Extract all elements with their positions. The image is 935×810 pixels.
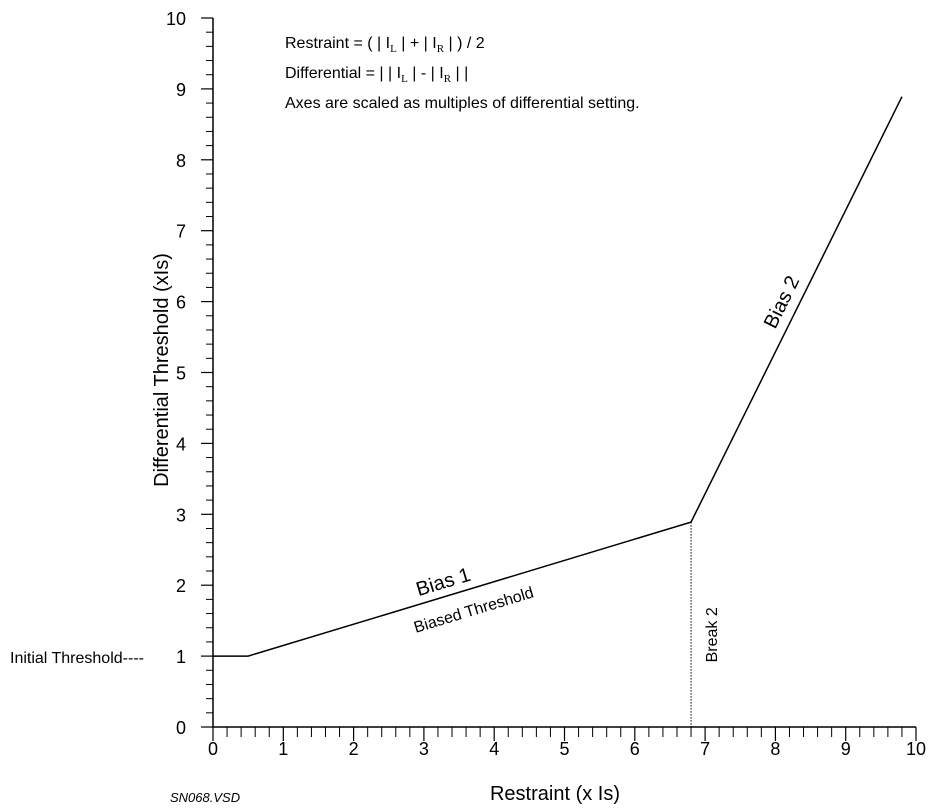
y-tick-label: 5 — [176, 364, 186, 384]
break2-label: Break 2 — [704, 607, 721, 662]
x-tick-label: 9 — [841, 739, 851, 759]
formula-line: Restraint = ( | IL | + | IR | ) / 2 — [285, 35, 485, 55]
x-tick-label: 5 — [559, 739, 569, 759]
x-tick-label: 6 — [630, 739, 640, 759]
subscript: L — [401, 73, 408, 85]
y-tick-label: 4 — [176, 434, 186, 454]
formula-text: | ) / 2 — [444, 35, 485, 52]
x-tick-label: 2 — [349, 739, 359, 759]
y-tick-label: 6 — [176, 293, 186, 313]
y-tick-label: 1 — [176, 647, 186, 667]
formula-text: | - | I — [408, 65, 444, 82]
bias1-label: Bias 1 — [414, 564, 474, 601]
initial-threshold-label: Initial Threshold---- — [10, 650, 144, 667]
y-tick-label: 3 — [176, 505, 186, 525]
bias2-label: Bias 2 — [760, 273, 804, 333]
subscript: R — [437, 43, 445, 55]
x-axis-title: Restraint (x Is) — [490, 783, 620, 805]
formula-text: | | — [451, 65, 468, 82]
x-tick-label: 1 — [278, 739, 288, 759]
formula-text: | + | I — [397, 35, 437, 52]
subscript: L — [390, 43, 397, 55]
x-tick-label: 8 — [770, 739, 780, 759]
x-tick-label: 3 — [419, 739, 429, 759]
y-tick-label: 0 — [176, 718, 186, 738]
x-tick-label: 4 — [489, 739, 499, 759]
formula-text: Differential = | | I — [285, 65, 401, 82]
threshold-line — [213, 96, 903, 657]
y-tick-label: 7 — [176, 222, 186, 242]
subscript: R — [444, 73, 452, 85]
formula-line: Axes are scaled as multiples of differen… — [285, 95, 640, 112]
file-label: SN068.VSD — [170, 790, 240, 805]
x-tick-label: 10 — [906, 739, 926, 759]
y-tick-label: 10 — [166, 9, 186, 29]
y-tick-label: 8 — [176, 151, 186, 171]
y-tick-label: 9 — [176, 80, 186, 100]
y-tick-label: 2 — [176, 576, 186, 596]
x-tick-label: 7 — [700, 739, 710, 759]
formula-line: Differential = | | IL | - | IR | | — [285, 65, 468, 85]
formula-text: Axes are scaled as multiples of differen… — [285, 95, 640, 112]
x-tick-label: 0 — [208, 739, 218, 759]
formula-text: Restraint = ( | I — [285, 35, 390, 52]
y-axis-title: Differential Threshold (xIs) — [151, 253, 173, 487]
